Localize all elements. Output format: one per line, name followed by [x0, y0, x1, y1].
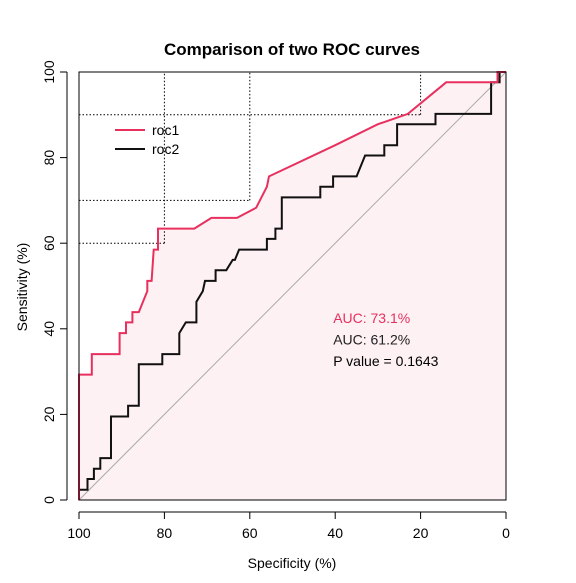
- x-axis-label: Specificity (%): [248, 555, 337, 571]
- auc-roc1-label: AUC: 73.1%: [333, 310, 410, 326]
- x-tick-label-20: 20: [413, 525, 429, 541]
- plot-frame: [78, 71, 507, 501]
- y-tick-label-20: 20: [41, 406, 57, 422]
- annotations: AUC: 73.1% AUC: 61.2% P value = 0.1643: [333, 310, 438, 369]
- chance-diagonal-line: [78, 71, 507, 501]
- x-tick-label-40: 40: [327, 525, 343, 541]
- legend: roc1 roc2: [115, 122, 179, 157]
- p-value-label: P value = 0.1643: [333, 353, 438, 369]
- x-tick-label-80: 80: [157, 525, 173, 541]
- guide-lines: [79, 72, 422, 244]
- y-tick-label-60: 60: [41, 235, 57, 251]
- y-tick-label-40: 40: [41, 321, 57, 337]
- x-tick-label-0: 0: [502, 525, 510, 541]
- x-tick-label-60: 60: [242, 525, 258, 541]
- auc-roc2-label: AUC: 61.2%: [333, 332, 410, 348]
- roc2-curve: [78, 71, 506, 500]
- legend-label-roc2: roc2: [152, 141, 179, 157]
- y-tick-label-80: 80: [41, 150, 57, 166]
- y-tick-label-0: 0: [41, 496, 57, 504]
- y-axis-label: Sensitivity (%): [14, 243, 30, 332]
- x-tick-label-100: 100: [67, 525, 91, 541]
- legend-label-roc1: roc1: [152, 122, 179, 138]
- y-tick-label-100: 100: [41, 60, 57, 84]
- y-axis: 0 20 40 60 80 100: [41, 60, 68, 504]
- chart-title: Comparison of two ROC curves: [164, 40, 420, 59]
- roc1-curve: [78, 71, 506, 500]
- x-axis: 100 80 60 40 20 0: [67, 511, 510, 541]
